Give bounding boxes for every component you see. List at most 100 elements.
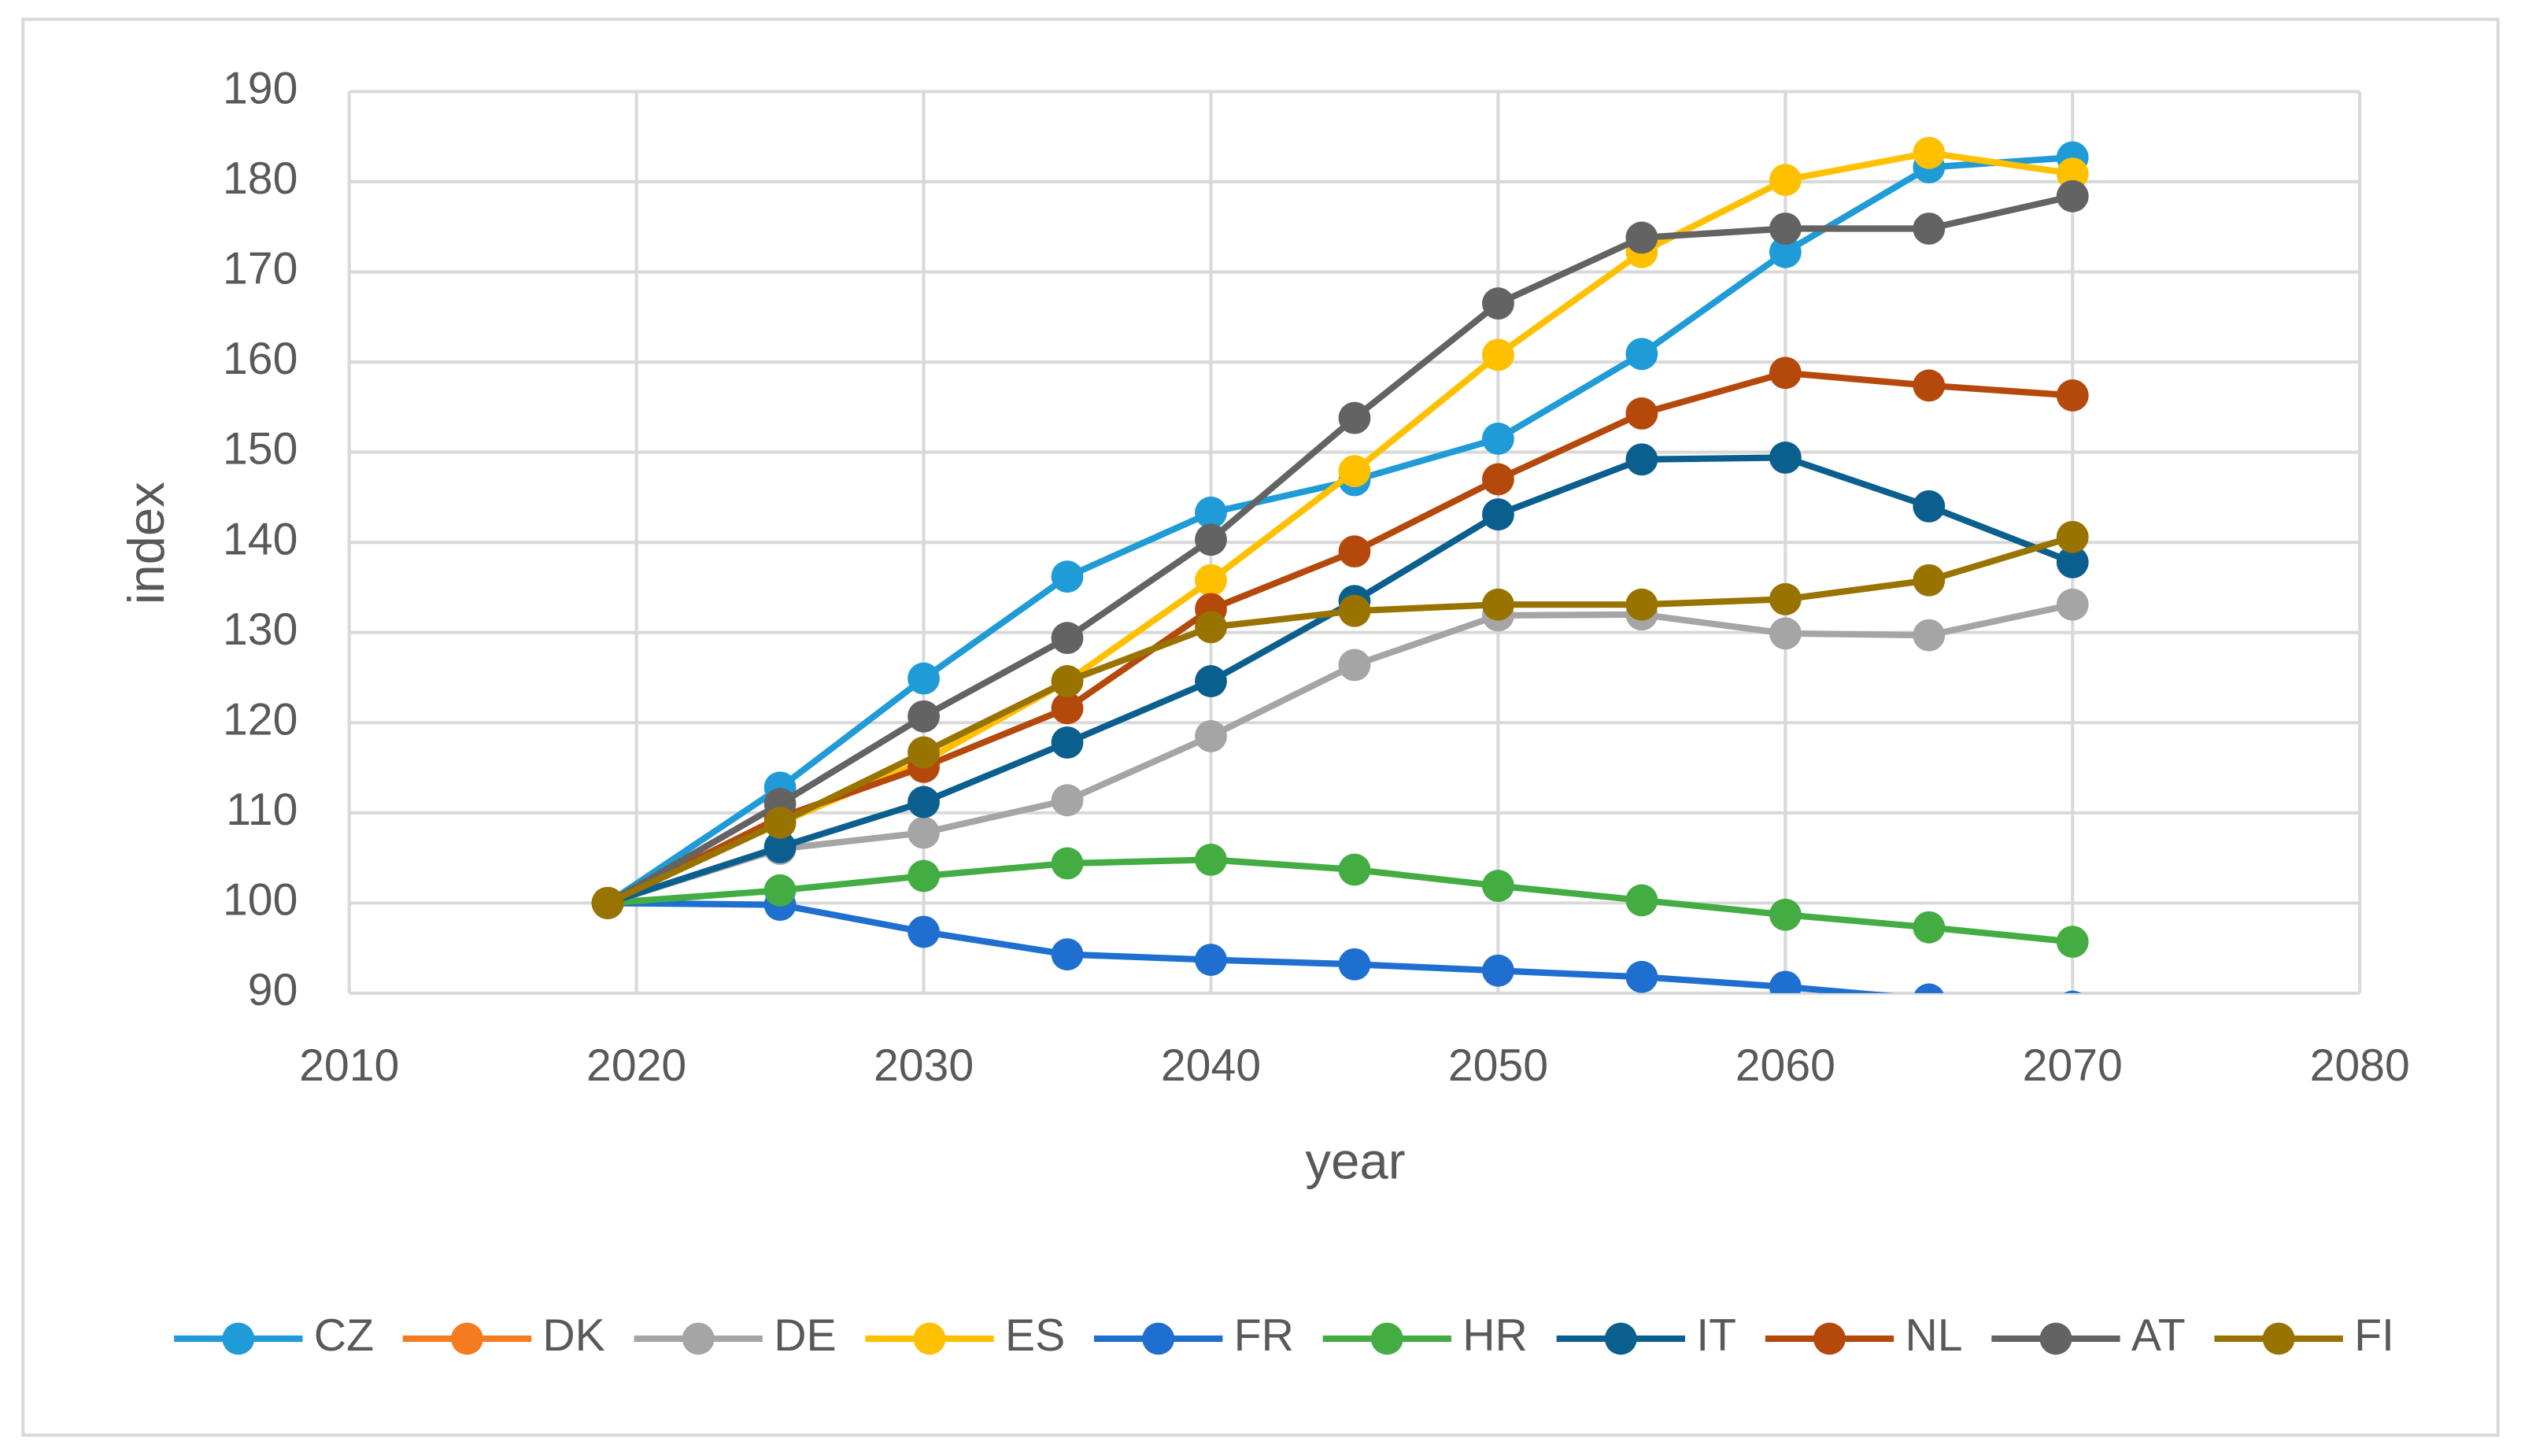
data-point (1051, 784, 1084, 817)
x-tick-label: 2060 (1735, 1040, 1835, 1091)
data-point (907, 859, 940, 892)
legend-label: NL (1905, 1310, 1962, 1361)
data-point (1195, 496, 1227, 529)
data-point (1625, 338, 1658, 371)
data-point (1769, 617, 1802, 650)
legend-marker (1813, 1322, 1846, 1355)
y-tick-label: 110 (226, 785, 298, 835)
legend-label: CZ (314, 1310, 374, 1361)
chart-frame (21, 17, 2500, 1437)
x-tick-label: 2030 (874, 1040, 974, 1091)
data-point (1913, 564, 1946, 597)
data-point (2056, 545, 2089, 578)
y-tick-label: 90 (248, 965, 298, 1015)
data-point (1769, 970, 1802, 993)
data-point (1338, 853, 1371, 886)
data-point (1913, 212, 1946, 245)
data-point (2056, 520, 2089, 553)
data-point (1338, 649, 1371, 682)
legend-label: DK (542, 1310, 604, 1361)
y-tick-label: 130 (223, 604, 298, 655)
data-point (1769, 898, 1802, 931)
data-point (2056, 588, 2089, 621)
data-point (2056, 379, 2089, 412)
x-tick-label: 2040 (1161, 1040, 1261, 1091)
data-point (1338, 535, 1371, 568)
data-point (1481, 463, 1514, 496)
data-point (1481, 423, 1514, 455)
y-axis-label: index (117, 482, 175, 604)
data-point (1625, 443, 1658, 476)
legend-marker (1604, 1322, 1637, 1355)
data-point (907, 662, 940, 695)
y-tick-label: 180 (223, 153, 298, 204)
data-point (1051, 622, 1084, 655)
data-point (1338, 401, 1371, 434)
legend-label: FI (2354, 1310, 2394, 1361)
data-point (2056, 926, 2089, 959)
legend-label: FR (1234, 1310, 1294, 1361)
data-point (2064, 990, 2082, 993)
data-point (1051, 726, 1084, 759)
data-point (1195, 720, 1227, 752)
y-tick-label: 170 (223, 244, 298, 294)
data-point (907, 785, 940, 819)
y-tick-label: 150 (223, 424, 298, 475)
legend-marker (451, 1322, 483, 1355)
data-point (1051, 692, 1084, 725)
data-point (1769, 582, 1802, 615)
data-point (1913, 369, 1946, 402)
data-point (1051, 560, 1084, 593)
x-tick-label: 2010 (299, 1040, 399, 1091)
legend-marker (913, 1322, 946, 1355)
data-point (1481, 588, 1514, 621)
data-point (1769, 357, 1802, 390)
data-point (1338, 948, 1371, 981)
x-tick-label: 2050 (1448, 1040, 1548, 1091)
data-point (1913, 490, 1946, 523)
data-point (1481, 338, 1514, 371)
data-point (1195, 523, 1227, 556)
data-point (1195, 843, 1227, 876)
y-tick-label: 120 (223, 694, 298, 745)
plot-area (591, 136, 2089, 993)
data-point (763, 874, 797, 907)
legend-marker (682, 1322, 715, 1355)
y-tick-label: 190 (223, 64, 298, 114)
data-point (1913, 619, 1946, 652)
data-point (1051, 665, 1084, 697)
x-tick-label: 2020 (586, 1040, 686, 1091)
legend-marker (2039, 1322, 2072, 1355)
data-point (1913, 136, 1946, 169)
x-axis-label: year (1305, 1133, 1405, 1190)
data-point (1338, 594, 1371, 627)
data-point (1914, 983, 1944, 993)
data-point (1051, 938, 1084, 971)
data-point (1338, 455, 1371, 488)
data-point (1195, 611, 1227, 644)
data-point (907, 700, 940, 733)
data-point (763, 806, 797, 839)
data-point (1625, 960, 1658, 993)
legend-label: DE (774, 1310, 836, 1361)
data-point (1195, 944, 1227, 976)
data-point (1625, 221, 1658, 254)
data-point (2056, 157, 2089, 190)
data-point (1625, 884, 1658, 917)
y-tick-label: 160 (223, 334, 298, 384)
x-tick-label: 2070 (2023, 1040, 2123, 1091)
data-point (763, 830, 797, 863)
data-point (907, 816, 940, 849)
data-point (1769, 212, 1802, 245)
legend-marker (2262, 1322, 2295, 1355)
data-point (907, 915, 940, 948)
data-point (1769, 164, 1802, 197)
data-point (1913, 911, 1946, 944)
x-tick-label: 2080 (2310, 1040, 2410, 1091)
legend-marker (222, 1322, 255, 1355)
legend-label: ES (1005, 1310, 1065, 1361)
data-point (1481, 498, 1514, 531)
legend-label: IT (1696, 1310, 1736, 1361)
data-point (1625, 588, 1658, 621)
